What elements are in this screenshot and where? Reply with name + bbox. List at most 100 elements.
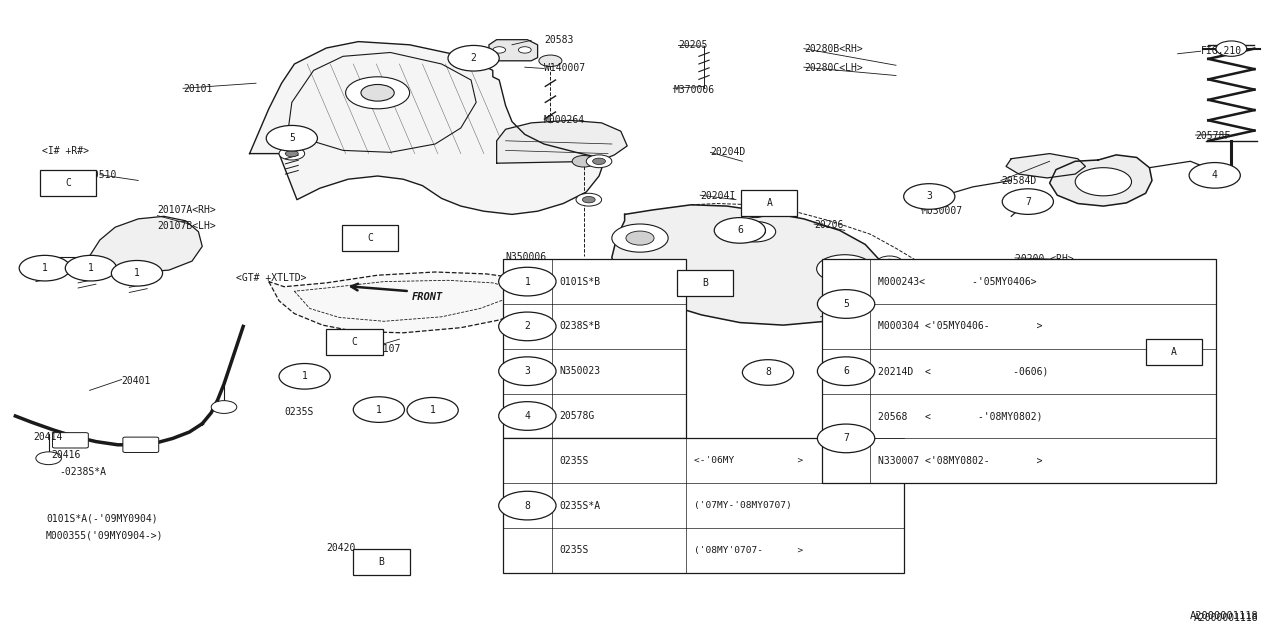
Text: FIG.210: FIG.210 — [1201, 46, 1242, 56]
Circle shape — [361, 84, 394, 101]
FancyBboxPatch shape — [40, 170, 96, 196]
Text: 20568   <        -'08MY0802): 20568 < -'08MY0802) — [878, 411, 1043, 421]
Text: 20416: 20416 — [51, 450, 81, 460]
Text: 4: 4 — [1212, 170, 1217, 180]
Text: A2000001118: A2000001118 — [1189, 611, 1258, 621]
Circle shape — [353, 397, 404, 422]
FancyBboxPatch shape — [741, 190, 797, 216]
Text: 1: 1 — [88, 263, 93, 273]
Text: 7: 7 — [844, 433, 849, 444]
Text: FIG.280: FIG.280 — [1075, 310, 1116, 321]
Circle shape — [282, 133, 307, 146]
Text: 3: 3 — [927, 191, 932, 202]
Circle shape — [883, 275, 896, 282]
Polygon shape — [612, 205, 886, 325]
Circle shape — [288, 136, 301, 143]
Polygon shape — [250, 42, 604, 214]
Circle shape — [714, 218, 765, 243]
Circle shape — [877, 272, 902, 285]
FancyBboxPatch shape — [353, 549, 410, 575]
Circle shape — [499, 268, 556, 296]
Text: 20214D  <              -0606): 20214D < -0606) — [878, 366, 1048, 376]
Polygon shape — [497, 120, 627, 163]
Text: 20510: 20510 — [87, 170, 116, 180]
Text: 0238S*B: 0238S*B — [559, 321, 600, 332]
Text: 1: 1 — [42, 263, 47, 273]
Text: -0238S*A: -0238S*A — [59, 467, 106, 477]
Polygon shape — [489, 40, 538, 61]
Circle shape — [883, 259, 896, 266]
Circle shape — [626, 231, 654, 245]
Text: 20107A<RH>: 20107A<RH> — [157, 205, 216, 215]
Text: 20204I: 20204I — [700, 191, 736, 202]
Circle shape — [1002, 189, 1053, 214]
Text: 20107: 20107 — [371, 344, 401, 354]
Text: N330007 <'08MY0802-        >: N330007 <'08MY0802- > — [878, 456, 1043, 466]
Circle shape — [818, 357, 874, 385]
Text: <I# +R#>: <I# +R#> — [42, 146, 90, 156]
Text: A: A — [767, 198, 772, 208]
Circle shape — [877, 256, 902, 269]
Text: M000355('09MY0904->): M000355('09MY0904->) — [46, 530, 164, 540]
Circle shape — [576, 193, 602, 206]
Circle shape — [831, 262, 859, 276]
FancyBboxPatch shape — [52, 433, 88, 448]
Polygon shape — [90, 216, 202, 273]
Circle shape — [572, 156, 595, 167]
FancyBboxPatch shape — [342, 225, 398, 251]
Text: 2: 2 — [525, 321, 530, 332]
Circle shape — [407, 397, 458, 423]
Circle shape — [518, 47, 531, 53]
Circle shape — [346, 77, 410, 109]
Text: M000264: M000264 — [544, 115, 585, 125]
Text: 1: 1 — [430, 405, 435, 415]
Text: 0235S*A: 0235S*A — [559, 500, 600, 511]
Text: 20414: 20414 — [33, 432, 63, 442]
Text: 20200 <RH>: 20200 <RH> — [1015, 254, 1074, 264]
Text: 0235S: 0235S — [284, 406, 314, 417]
Text: 20204D: 20204D — [710, 147, 746, 157]
Circle shape — [1075, 168, 1132, 196]
FancyBboxPatch shape — [1146, 339, 1202, 365]
Text: M370006: M370006 — [673, 84, 714, 95]
Text: 2: 2 — [471, 53, 476, 63]
Text: 1: 1 — [302, 371, 307, 381]
FancyBboxPatch shape — [123, 437, 159, 452]
Circle shape — [923, 193, 936, 200]
Text: 7: 7 — [1025, 196, 1030, 207]
Circle shape — [755, 366, 781, 379]
Bar — [822, 259, 1216, 483]
Circle shape — [499, 492, 556, 520]
Text: C: C — [352, 337, 357, 347]
FancyBboxPatch shape — [326, 329, 383, 355]
Text: 0101S*B: 0101S*B — [559, 276, 600, 287]
Circle shape — [279, 147, 305, 160]
Text: A2000001118: A2000001118 — [1194, 613, 1258, 623]
Polygon shape — [1006, 154, 1085, 178]
Circle shape — [19, 255, 70, 281]
Circle shape — [735, 221, 776, 242]
Text: 0235S: 0235S — [559, 456, 589, 466]
Text: 20584D: 20584D — [1001, 176, 1037, 186]
Text: ('07MY-'08MY0707): ('07MY-'08MY0707) — [694, 501, 791, 510]
Circle shape — [36, 452, 61, 465]
Polygon shape — [1050, 155, 1152, 206]
Text: 20401: 20401 — [122, 376, 151, 386]
Circle shape — [1175, 348, 1206, 363]
Circle shape — [493, 47, 506, 53]
Text: <-'06MY           >: <-'06MY > — [694, 456, 803, 465]
Text: M00006: M00006 — [998, 340, 1034, 351]
Text: 3: 3 — [525, 366, 530, 376]
Circle shape — [586, 155, 612, 168]
Text: 0235S: 0235S — [559, 545, 589, 556]
Circle shape — [742, 205, 768, 218]
Circle shape — [211, 401, 237, 413]
Text: 20578G: 20578G — [559, 411, 595, 421]
Circle shape — [818, 290, 874, 318]
Circle shape — [818, 424, 874, 452]
Text: M000243<        -'05MY0406>: M000243< -'05MY0406> — [878, 276, 1037, 287]
Text: 5: 5 — [289, 133, 294, 143]
Circle shape — [916, 190, 942, 203]
Circle shape — [612, 224, 668, 252]
Text: 20578F: 20578F — [1196, 131, 1231, 141]
